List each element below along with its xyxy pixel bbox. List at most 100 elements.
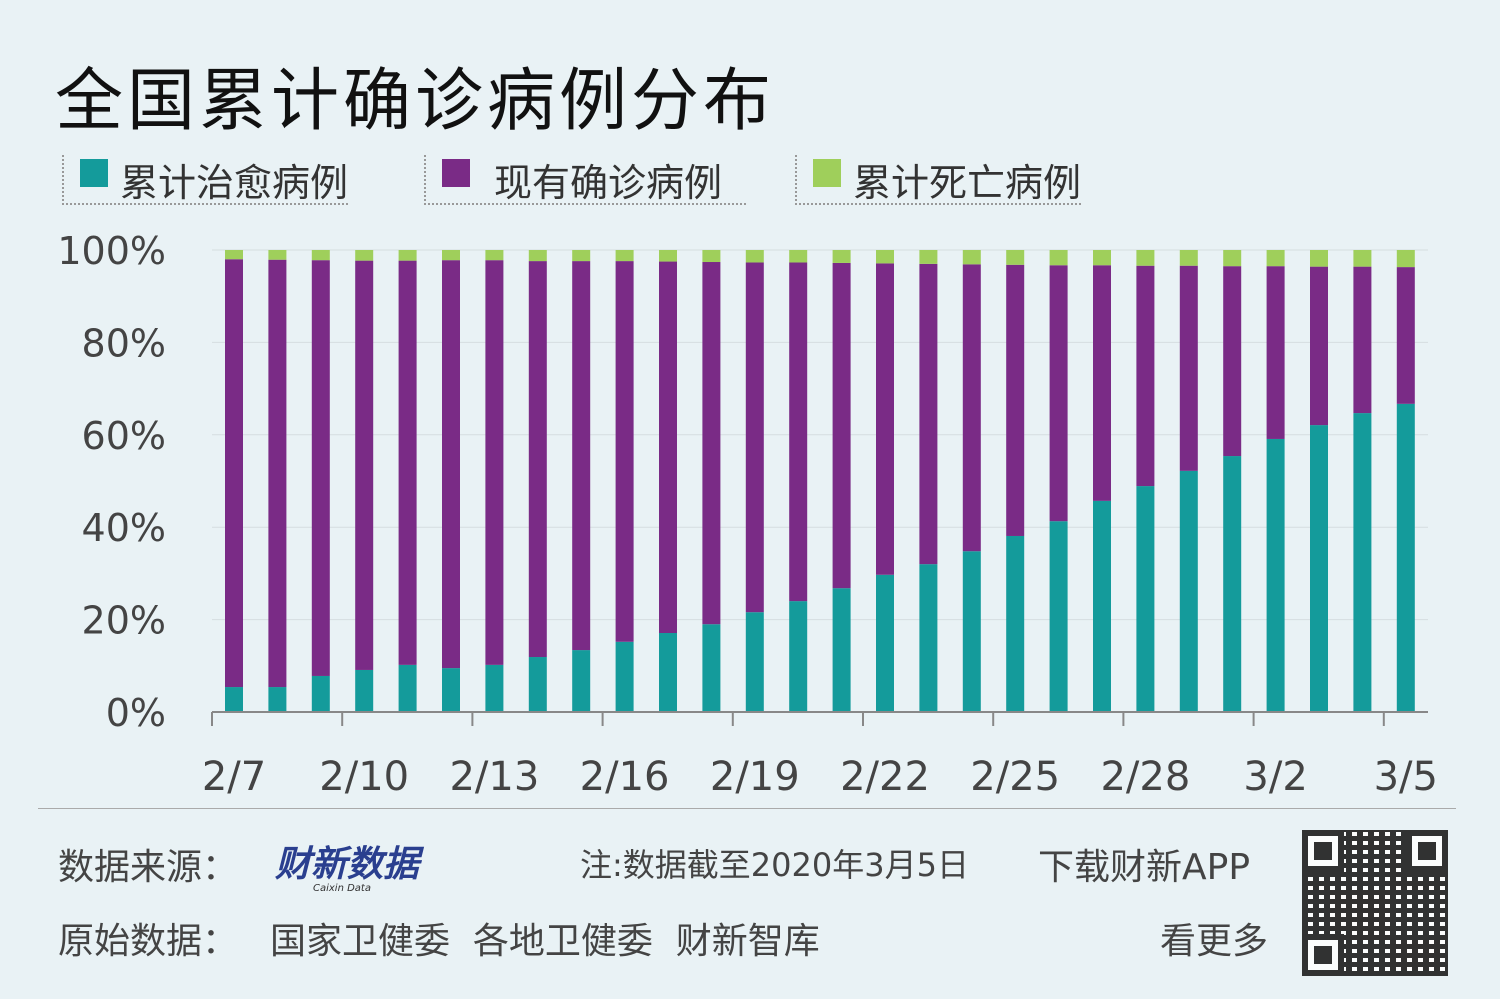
x-tick-label: 2/22 <box>840 754 930 800</box>
legend-label: 现有确诊病例 <box>494 160 723 205</box>
bar-segment-deaths <box>225 250 243 260</box>
bar-segment-cured <box>442 668 460 712</box>
bar-segment-active <box>876 263 894 575</box>
bar-segment-active <box>355 260 374 670</box>
bar-segment-deaths <box>1353 250 1372 267</box>
bar-segment-deaths <box>572 250 591 262</box>
bar-segment-cured <box>1006 535 1025 712</box>
x-tick-label: 2/13 <box>449 754 539 800</box>
x-tick-label: 2/25 <box>970 754 1060 800</box>
bar-segment-cured <box>485 664 504 712</box>
bar-segment-deaths <box>398 250 417 261</box>
bar-segment-active <box>1266 266 1285 439</box>
bar-segment-active <box>442 260 460 669</box>
raw-data-label: 原始数据： <box>58 921 239 962</box>
divider <box>38 808 1456 809</box>
bar-segment-active <box>832 262 851 589</box>
bar-segment-active <box>1353 266 1372 414</box>
bar-segment-deaths <box>659 250 677 262</box>
bar-segment-deaths <box>1093 250 1111 266</box>
y-tick-label: 20% <box>82 599 166 643</box>
bar-segment-deaths <box>1223 250 1242 267</box>
legend-swatch <box>80 159 108 187</box>
bar-segment-cured <box>876 574 894 712</box>
legend-label: 累计死亡病例 <box>853 160 1082 205</box>
bar-segment-cured <box>398 664 417 712</box>
bar-segment-deaths <box>1266 250 1285 267</box>
source-label: 数据来源： <box>58 847 239 888</box>
bar-segment-active <box>485 260 504 665</box>
bar-segment-cured <box>1310 425 1328 712</box>
bar-segment-deaths <box>311 250 330 261</box>
bar-segment-cured <box>1093 500 1111 712</box>
bar-segment-active <box>615 261 634 642</box>
caixin-data-logo: 财新数据 Caixin Data <box>275 844 420 894</box>
bar-segment-deaths <box>442 250 460 261</box>
legend-item-active: 现有确诊病例 <box>424 155 746 205</box>
bar-segment-active <box>789 262 808 602</box>
bar-segment-cured <box>745 612 764 712</box>
x-tick-label: 3/2 <box>1243 754 1307 800</box>
bar-segment-active <box>745 262 764 613</box>
x-tick-label: 2/28 <box>1100 754 1190 800</box>
chart-title: 全国累计确诊病例分布 <box>55 62 776 141</box>
bar-segment-active <box>398 260 417 665</box>
raw-data-sources: 国家卫健委 各地卫健委 财新智库 <box>270 921 820 962</box>
bar-segment-active <box>1136 265 1155 487</box>
bar-segment-active <box>962 264 981 552</box>
bar-segment-deaths <box>355 250 374 261</box>
x-tick-label: 2/19 <box>710 754 800 800</box>
x-tick-label: 2/10 <box>319 754 409 800</box>
bar-segment-deaths <box>702 250 721 263</box>
bar-segment-cured <box>528 657 547 712</box>
bar-segment-deaths <box>528 250 547 262</box>
bar-segment-cured <box>919 564 938 712</box>
bar-segment-cured <box>225 687 243 712</box>
bar-segment-cured <box>1049 521 1068 712</box>
bar-segment-active <box>572 261 591 651</box>
bar-segment-active <box>1093 265 1111 501</box>
bar-segment-cured <box>355 669 374 712</box>
bar-segment-cured <box>1223 456 1242 712</box>
qr-code[interactable] <box>1302 830 1448 976</box>
bar-segment-active <box>311 260 330 676</box>
bar-segment-cured <box>659 632 677 712</box>
y-tick-label: 100% <box>57 229 166 273</box>
bar-segment-deaths <box>1006 250 1025 265</box>
bar-segment-active <box>919 263 938 565</box>
see-more-text: 看更多 <box>1160 921 1269 962</box>
bar-segment-active <box>659 261 677 633</box>
bar-segment-cured <box>832 588 851 712</box>
bar-segment-deaths <box>1179 250 1198 266</box>
bar-segment-cured <box>1179 470 1198 712</box>
bar-segment-cured <box>615 641 634 712</box>
x-tick-label: 2/16 <box>580 754 670 800</box>
bar-segment-active <box>1396 267 1415 404</box>
bar-segment-deaths <box>789 250 808 263</box>
bar-segment-cured <box>311 675 330 712</box>
x-tick-label: 2/7 <box>202 754 266 800</box>
x-tick-label: 3/5 <box>1374 754 1438 800</box>
legend-label: 累计治愈病例 <box>120 160 349 205</box>
bar-segment-cured <box>572 650 591 712</box>
legend-swatch <box>813 159 841 187</box>
bar-segment-cured <box>789 601 808 712</box>
bar-segment-active <box>702 262 721 625</box>
bar-segment-deaths <box>962 250 981 265</box>
bar-segment-deaths <box>485 250 504 261</box>
bar-segment-active <box>1310 266 1328 426</box>
bar-segment-active <box>528 261 547 658</box>
bar-segment-deaths <box>268 250 287 260</box>
bar-segment-cured <box>1353 413 1372 712</box>
bar-segment-cured <box>1396 403 1415 712</box>
date-note: 注:数据截至2020年3月5日 <box>580 846 969 884</box>
bar-segment-active <box>1179 265 1198 471</box>
bar-segment-active <box>1223 266 1242 457</box>
y-tick-label: 60% <box>82 414 166 458</box>
download-app-text: 下载财新APP <box>1038 847 1251 888</box>
bar-segment-deaths <box>832 250 851 263</box>
bar-segment-deaths <box>876 250 894 264</box>
bar-segment-deaths <box>1310 250 1328 267</box>
legend-item-cured: 累计治愈病例 <box>62 155 349 205</box>
bar-segment-cured <box>962 551 981 712</box>
